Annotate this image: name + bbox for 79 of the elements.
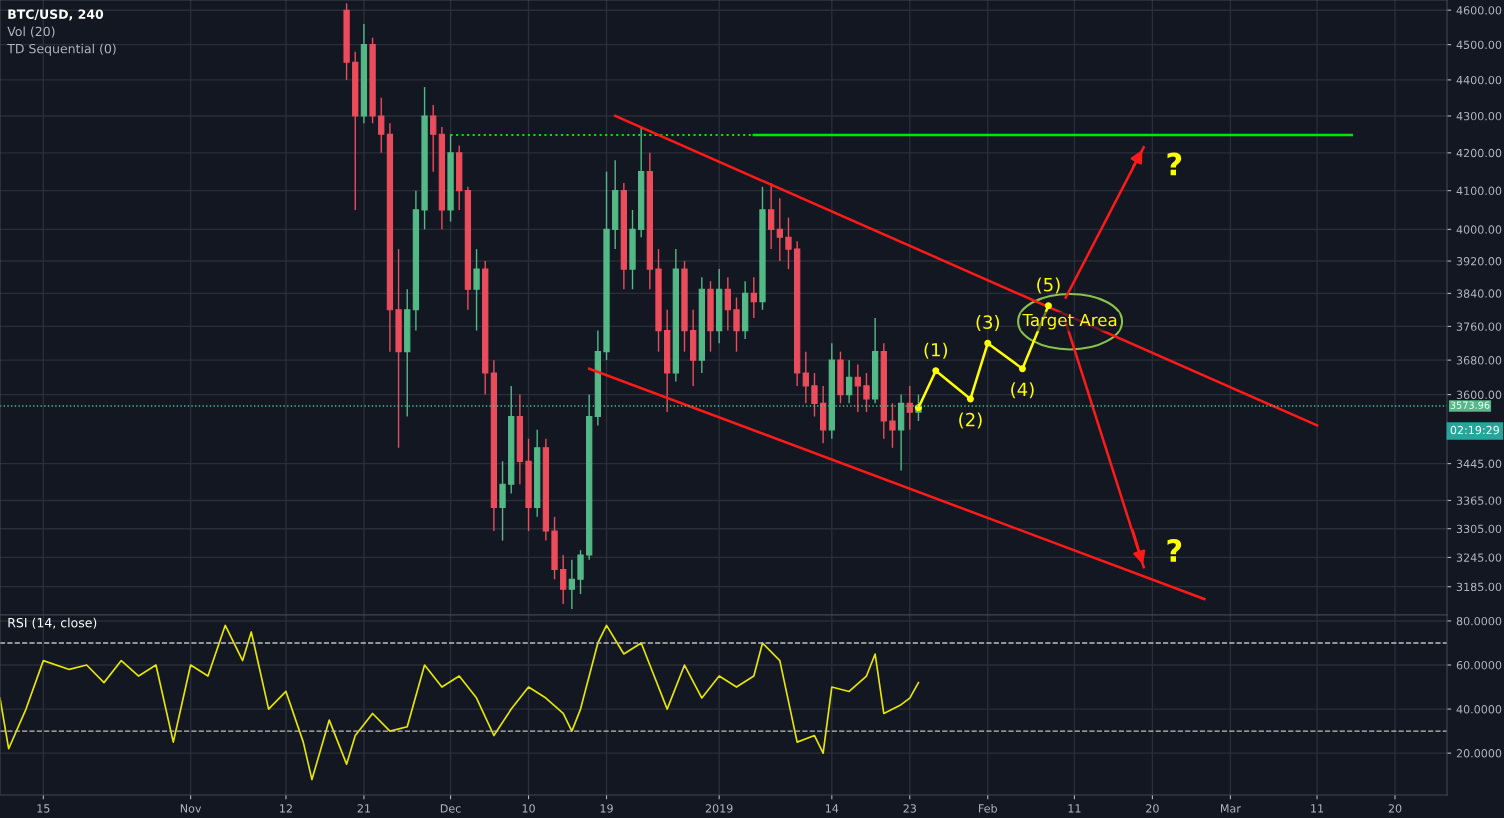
point bbox=[966, 395, 974, 403]
candlestick bbox=[629, 209, 636, 291]
y-tick-label: 3185.00 bbox=[1456, 582, 1502, 592]
y-tick-label: 4100.00 bbox=[1456, 186, 1502, 196]
candlestick bbox=[343, 2, 350, 81]
x-tick-label: 21 bbox=[357, 804, 370, 813]
y-tick-label: 20.0000 bbox=[1456, 749, 1502, 758]
candlestick bbox=[785, 216, 792, 270]
candlestick bbox=[421, 86, 428, 231]
candlestick bbox=[551, 516, 558, 581]
point bbox=[1018, 365, 1026, 373]
y-tick-label: 4600.00 bbox=[1456, 6, 1502, 15]
candlestick bbox=[655, 248, 662, 353]
y-tick-label: 3245.00 bbox=[1456, 553, 1502, 562]
text: 02:19:29 bbox=[1450, 425, 1500, 435]
candlestick bbox=[837, 350, 844, 405]
candlestick bbox=[499, 460, 506, 542]
x-tick-label: 23 bbox=[903, 804, 916, 813]
candlestick bbox=[889, 402, 896, 449]
y-tick-label: 60.0000 bbox=[1456, 660, 1502, 670]
annotation: TD Sequential (0) bbox=[7, 43, 116, 56]
x-tick-label: 11 bbox=[1068, 804, 1081, 813]
y-tick-label: 3305.00 bbox=[1456, 524, 1502, 534]
annotation: (3) bbox=[976, 315, 1000, 332]
candlestick bbox=[369, 37, 376, 124]
y-tick-label: 4500.00 bbox=[1456, 40, 1502, 50]
candlestick bbox=[525, 438, 532, 532]
annotation: (1) bbox=[924, 342, 948, 359]
y-tick-label: 3600.00 bbox=[1456, 390, 1502, 399]
y-tick-label: 80.0000 bbox=[1456, 616, 1502, 626]
candlestick bbox=[759, 186, 766, 311]
y-tick-label: 40.0000 bbox=[1456, 705, 1502, 714]
candlestick bbox=[707, 280, 714, 353]
annotation: (2) bbox=[959, 412, 982, 429]
y-tick-label: 3365.00 bbox=[1456, 496, 1502, 505]
candlestick bbox=[603, 170, 610, 361]
candlestick bbox=[473, 248, 480, 332]
y-tick-label: 4400.00 bbox=[1456, 75, 1502, 85]
candlestick bbox=[681, 260, 688, 353]
x-tick-label: Dec bbox=[440, 804, 461, 813]
y-tick-label: 4300.00 bbox=[1456, 111, 1502, 121]
x-tick-label: 12 bbox=[280, 804, 292, 813]
annotation: ? bbox=[1167, 152, 1182, 176]
point bbox=[932, 367, 940, 375]
y-tick-label: 3760.00 bbox=[1456, 322, 1502, 331]
annotation: Vol (20) bbox=[7, 26, 55, 38]
point bbox=[984, 339, 992, 347]
x-tick-label: Mar bbox=[1220, 804, 1241, 813]
x-tick-label: 20 bbox=[1388, 804, 1402, 813]
candlestick bbox=[811, 372, 818, 418]
annotation: ? bbox=[1167, 538, 1182, 562]
candlestick bbox=[447, 133, 454, 223]
x-tick-label: 20 bbox=[1146, 804, 1159, 813]
annotation: (5) bbox=[1037, 277, 1060, 294]
x-tick-label: 11 bbox=[1311, 804, 1324, 813]
candlestick bbox=[352, 50, 359, 211]
annotation: BTC/USD, 240 bbox=[8, 9, 104, 21]
x-tick-label: Feb bbox=[979, 804, 997, 813]
x-tick-label: 10 bbox=[522, 804, 535, 813]
annotation: RSI (14, close) bbox=[8, 617, 97, 629]
x-tick-label: 19 bbox=[600, 804, 613, 813]
candlestick bbox=[863, 372, 870, 413]
point bbox=[1044, 302, 1052, 310]
y-tick-label: 3920.00 bbox=[1456, 257, 1502, 266]
y-tick-label: 3840.00 bbox=[1456, 289, 1502, 298]
y-tick-label: 4200.00 bbox=[1456, 148, 1502, 158]
candlestick bbox=[733, 296, 740, 353]
y-tick-label: 3680.00 bbox=[1456, 356, 1502, 365]
y-tick-label: 3445.00 bbox=[1456, 459, 1502, 468]
annotation: Target Area bbox=[1022, 313, 1117, 330]
annotation: (4) bbox=[1011, 382, 1034, 399]
x-tick-label: Nov bbox=[180, 804, 202, 813]
x-tick-label: 2019 bbox=[705, 804, 733, 813]
x-tick-label: 14 bbox=[825, 804, 839, 813]
candlestick bbox=[577, 549, 584, 595]
x-tick-label: 15 bbox=[37, 804, 50, 813]
y-tick-label: 4000.00 bbox=[1456, 225, 1502, 234]
ref-line-label: 3573.96 bbox=[1450, 401, 1490, 409]
candlestick bbox=[395, 248, 402, 449]
